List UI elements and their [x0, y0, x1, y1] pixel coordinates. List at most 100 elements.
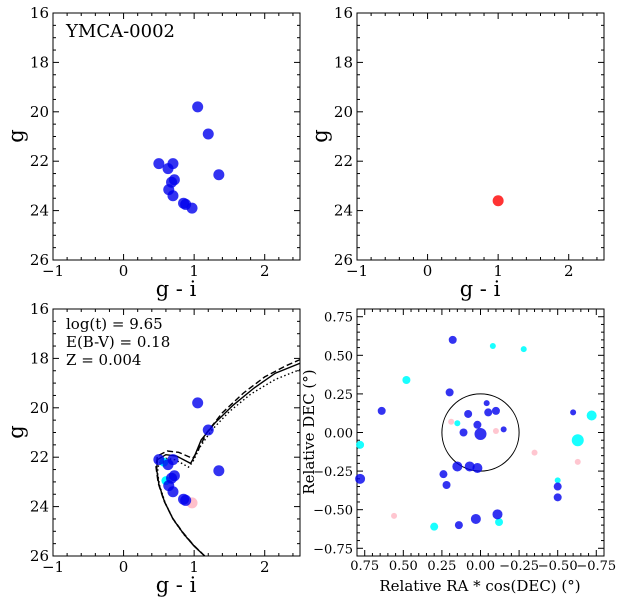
data-points	[153, 101, 225, 214]
y-tick-label: 0.00	[324, 427, 353, 442]
y-tick-label: 26	[30, 547, 49, 565]
cyan-star-point	[554, 477, 561, 484]
member-star-point	[153, 158, 165, 170]
x-tick-label: 0.75	[350, 559, 379, 574]
member-star-point	[570, 409, 577, 416]
axis-ticks: 0.75 0.50 0.25 0.00 −0.25−0.50−0.750.750.500…	[313, 308, 616, 574]
y-tick-label: 22	[334, 152, 353, 170]
plot-frame	[356, 12, 605, 261]
y-tick-label: −0.50	[313, 504, 353, 519]
y-tick-label: 22	[30, 448, 49, 466]
pink-star-point	[391, 512, 398, 519]
member-star-point	[162, 163, 174, 175]
x-tick-label: 2	[260, 262, 270, 280]
x-tick-label: −0.75	[576, 559, 616, 574]
x-tick-label: 0	[119, 558, 129, 576]
cyan-star-point	[520, 346, 527, 353]
cyan-star-point	[402, 376, 411, 385]
y-tick-label: 18	[30, 349, 49, 367]
y-tick-label: 16	[334, 4, 353, 22]
member-star-point	[474, 428, 487, 441]
isochrone-dashed	[155, 358, 300, 556]
y-tick-label: 20	[30, 399, 49, 417]
panel-bottom-left: −1 0 1 2 16 18 20 22 24 26 log(t) = 9.65 E(B-V) =…	[4, 300, 301, 597]
cluster-name-label: YMCA-0002	[65, 21, 175, 42]
x-tick-label: 1	[189, 262, 199, 280]
member-star-point	[162, 459, 174, 471]
member-star-point	[483, 400, 490, 407]
member-star-point	[167, 486, 179, 498]
extinction-annotation: E(B-V) = 0.18	[66, 333, 170, 351]
y-tick-label: −0.25	[313, 465, 353, 480]
panel-bottom-right: 0.75 0.50 0.25 0.00 −0.25−0.50−0.750.750.500…	[300, 308, 616, 595]
x-axis-label: g - i	[460, 277, 501, 301]
x-tick-label: 2	[564, 262, 574, 280]
member-star-point	[553, 493, 562, 502]
x-tick-label: −1	[346, 262, 368, 280]
x-tick-label: −0.50	[538, 559, 578, 574]
member-star-point	[464, 461, 475, 472]
member-star-point	[553, 482, 562, 491]
axis-ticks: −1 0 1 2 16 18 20 22 24 26	[30, 4, 300, 280]
y-tick-label: 24	[30, 498, 49, 516]
data-points	[355, 335, 597, 531]
member-star-point	[491, 406, 500, 415]
panel-top-left: −1 0 1 2 16 18 20 22 24 26 YMCA-0002 g - i g	[4, 4, 301, 301]
member-star-point	[484, 408, 493, 417]
data-points	[492, 195, 504, 207]
x-tick-label: −0.25	[499, 559, 539, 574]
member-star-point	[213, 465, 225, 477]
y-tick-label: 20	[30, 103, 49, 121]
y-tick-label: 26	[30, 251, 49, 269]
field-star-point	[492, 195, 504, 207]
x-tick-label: 0	[423, 262, 433, 280]
cyan-star-point	[586, 410, 597, 421]
x-axis-label: g - i	[156, 573, 197, 597]
y-tick-label: 16	[30, 300, 49, 318]
axis-ticks: −1 0 1 2 16 18 20 22 24 26	[334, 4, 604, 280]
y-tick-label: 0.75	[324, 311, 353, 326]
y-axis-label: g	[4, 425, 28, 438]
pink-star-point	[492, 427, 499, 434]
member-star-point	[167, 190, 179, 202]
member-star-point	[202, 128, 214, 140]
x-tick-label: 1	[493, 262, 503, 280]
x-tick-label: −1	[42, 558, 64, 576]
age-annotation: log(t) = 9.65	[66, 315, 163, 333]
y-tick-label: −0.75	[313, 542, 353, 557]
y-axis-label: g	[4, 129, 28, 142]
member-star-point	[492, 509, 503, 520]
y-axis-label: Relative DEC (°)	[300, 369, 318, 494]
member-star-point	[202, 424, 214, 436]
y-tick-label: 16	[30, 4, 49, 22]
cyan-star-point	[571, 434, 584, 447]
cyan-star-point	[454, 420, 461, 427]
axis-ticks: −1 0 1 2 16 18 20 22 24 26	[30, 300, 300, 576]
x-axis-label: Relative RA * cos(DEC) (°)	[379, 577, 580, 595]
x-tick-label: 1	[189, 558, 199, 576]
cyan-star-point	[495, 518, 504, 527]
member-star-point	[377, 406, 386, 415]
member-star-point	[472, 463, 483, 474]
member-star-point	[454, 521, 463, 530]
data-points	[153, 397, 225, 509]
y-tick-label: 20	[334, 103, 353, 121]
member-star-point	[192, 397, 204, 409]
x-tick-label: 0	[119, 262, 129, 280]
cyan-star-point	[356, 440, 365, 449]
member-star-point	[464, 409, 473, 418]
member-star-point	[452, 461, 463, 472]
pink-star-point	[574, 458, 581, 465]
member-star-point	[445, 388, 454, 397]
panel-top-right: −1 0 1 2 16 18 20 22 24 26 g - i g	[308, 4, 605, 301]
cyan-star-point	[489, 343, 496, 350]
x-tick-label: 2	[260, 558, 270, 576]
member-star-point	[192, 101, 204, 113]
y-tick-label: 24	[334, 202, 353, 220]
cyan-star-point	[430, 522, 439, 531]
member-star-point	[473, 420, 482, 429]
pink-star-point	[448, 418, 455, 425]
metallicity-annotation: Z = 0.004	[66, 351, 141, 369]
